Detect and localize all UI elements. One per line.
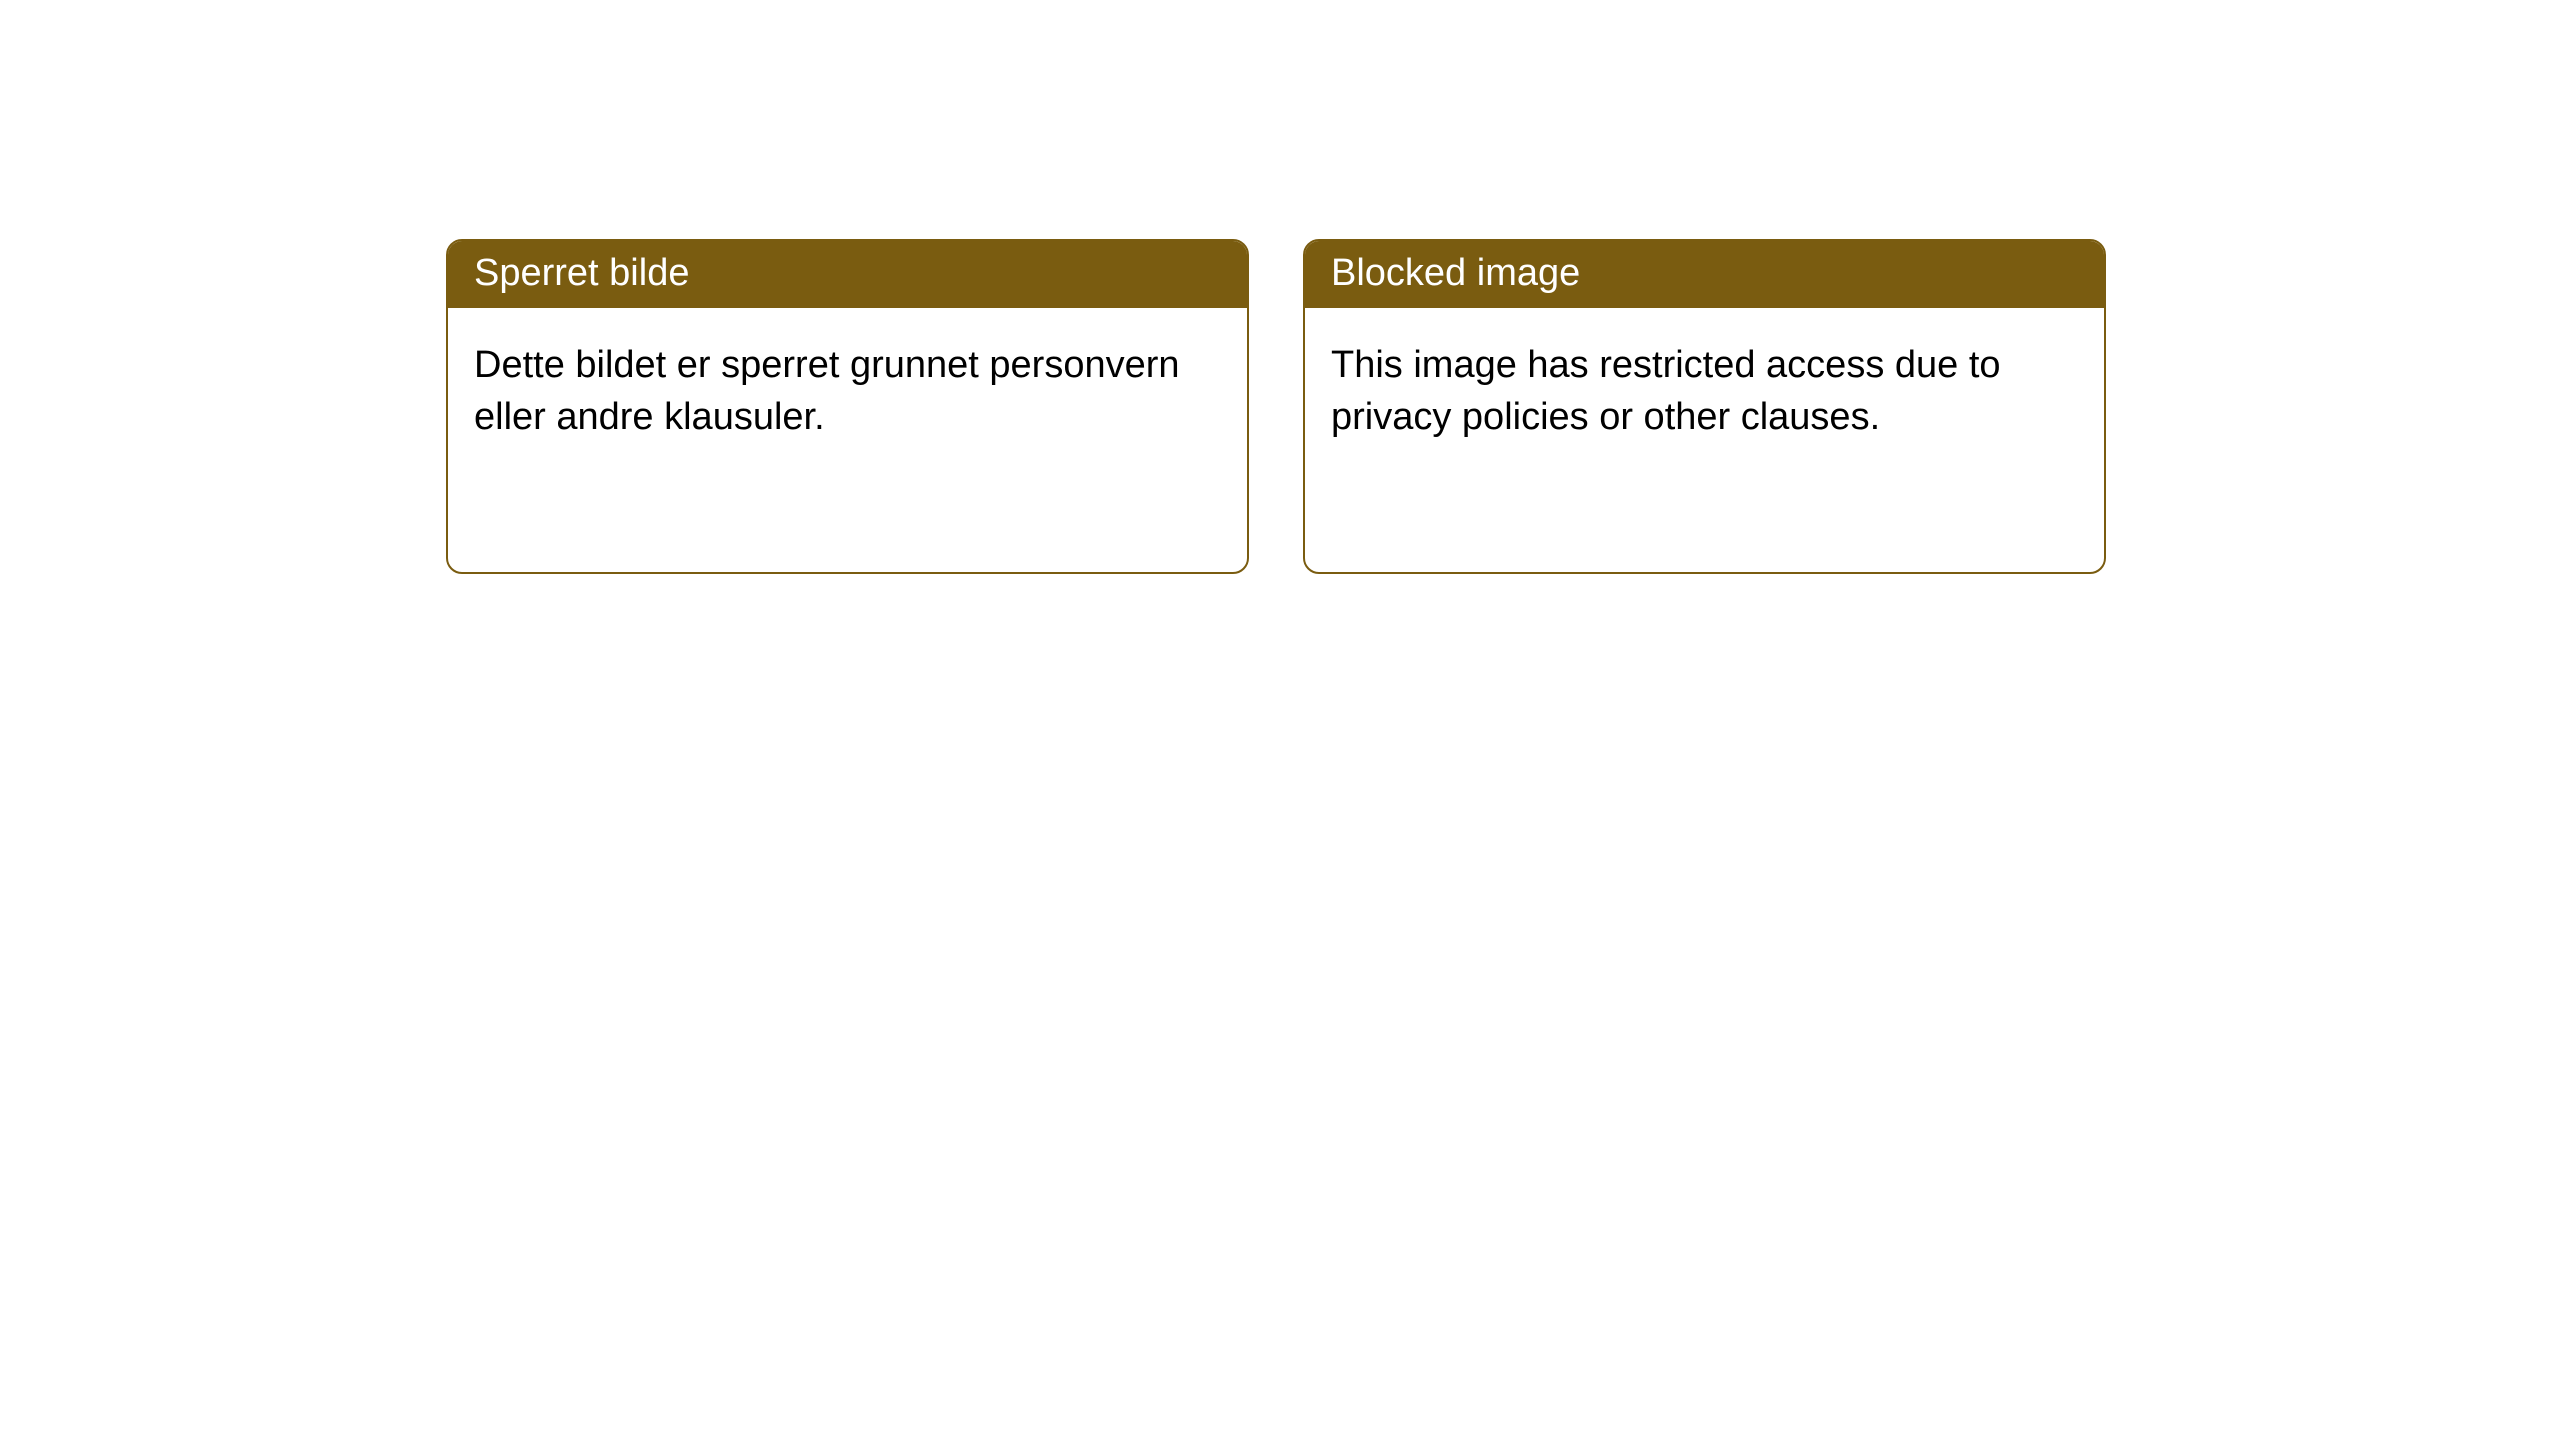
card-header: Blocked image bbox=[1305, 241, 2104, 308]
card-header-text: Blocked image bbox=[1331, 252, 1580, 294]
card-body-text: Dette bildet er sperret grunnet personve… bbox=[474, 340, 1221, 443]
notice-cards-row: Sperret bilde Dette bildet er sperret gr… bbox=[0, 0, 2560, 574]
card-body: Dette bildet er sperret grunnet personve… bbox=[448, 308, 1247, 475]
card-body: This image has restricted access due to … bbox=[1305, 308, 2104, 475]
card-body-text: This image has restricted access due to … bbox=[1331, 340, 2078, 443]
card-header-text: Sperret bilde bbox=[474, 252, 689, 294]
blocked-image-notice-no: Sperret bilde Dette bildet er sperret gr… bbox=[446, 239, 1249, 574]
blocked-image-notice-en: Blocked image This image has restricted … bbox=[1303, 239, 2106, 574]
card-header: Sperret bilde bbox=[448, 241, 1247, 308]
